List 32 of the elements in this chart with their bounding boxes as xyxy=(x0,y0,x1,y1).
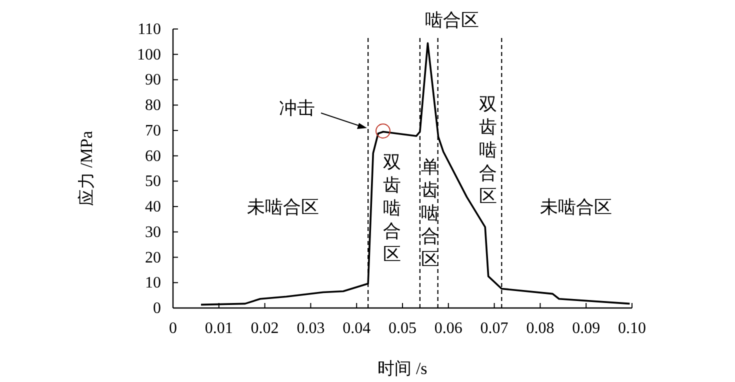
x-tick-label: 0.09 xyxy=(572,320,600,337)
annotation: 双齿啮合区 xyxy=(383,152,401,264)
annotation: 冲击 xyxy=(279,98,315,118)
y-tick-label: 50 xyxy=(145,173,161,190)
y-tick-label: 20 xyxy=(145,249,161,266)
y-tick-label: 100 xyxy=(137,46,161,64)
x-tick-label: 0.05 xyxy=(388,320,416,337)
x-tick-label: 0.10 xyxy=(618,320,646,337)
y-tick-label: 70 xyxy=(145,122,161,140)
annotation: 未啮合区 xyxy=(247,197,319,217)
x-tick-label: 0.03 xyxy=(296,320,325,337)
y-tick-label: 40 xyxy=(145,198,161,216)
y-tick-label: 10 xyxy=(145,274,161,292)
x-tick-label: 0.02 xyxy=(250,320,279,337)
annotation: 啮合区 xyxy=(425,10,479,30)
y-tick-label: 0 xyxy=(153,300,161,317)
y-tick-label: 30 xyxy=(145,224,161,241)
x-tick-label: 0 xyxy=(169,320,177,337)
annotation: 未啮合区 xyxy=(540,197,612,217)
y-tick-label: 110 xyxy=(138,21,161,38)
y-axis-title: 应力 /MPa xyxy=(77,130,96,206)
x-tick-label: 0.04 xyxy=(342,320,371,337)
x-tick-label: 0.07 xyxy=(480,320,508,337)
y-tick-label: 60 xyxy=(145,148,161,165)
annotation: 双齿啮合区 xyxy=(479,94,497,206)
y-tick-label: 90 xyxy=(145,72,161,89)
x-axis-title: 时间 /s xyxy=(378,359,428,378)
x-tick-label: 0.01 xyxy=(204,320,233,337)
y-tick-label: 80 xyxy=(145,97,161,114)
annotation: 单齿啮合区 xyxy=(421,157,439,269)
x-tick-label: 0.06 xyxy=(434,320,462,337)
x-tick-label: 0.08 xyxy=(526,320,554,337)
